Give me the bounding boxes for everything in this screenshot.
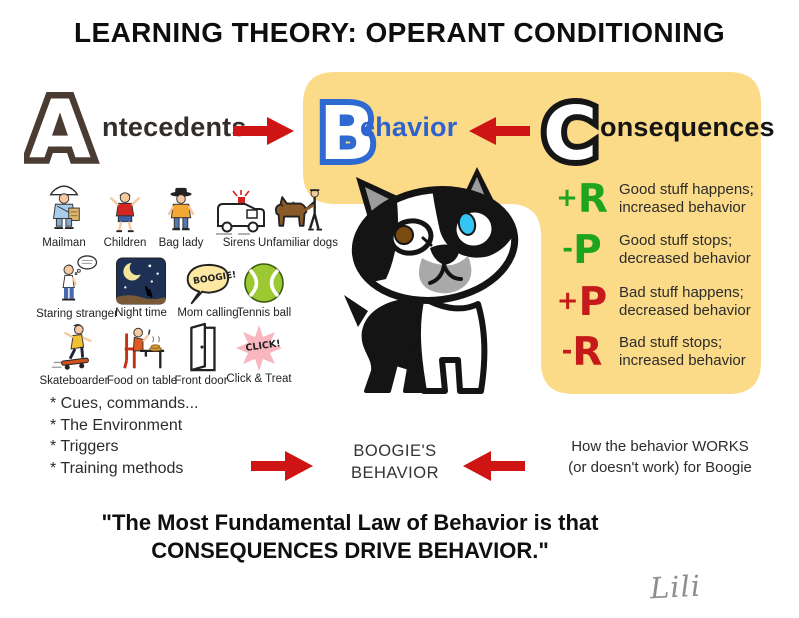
antecedent-item: Sirens [207, 190, 271, 249]
consequences-bubble-letter: C [538, 86, 603, 176]
minus-r-symbol: -R [561, 329, 603, 375]
arrow-left-icon [469, 117, 530, 145]
consequence-line: Bad stuff stops; [619, 334, 723, 351]
behavior-works-note: How the behavior WORKS (or doesn't work)… [568, 438, 752, 476]
behavior-heading: ehavior [360, 112, 458, 142]
sirens-icon [216, 190, 265, 235]
note-line: * Triggers [50, 438, 119, 455]
mom-calling-icon: BOOGIE! [186, 263, 237, 305]
svg-text:A: A [29, 83, 91, 174]
antecedent-item: Front door [168, 322, 234, 387]
consequence-line: increased behavior [619, 352, 746, 369]
consequence-row: -P Good stuff stops; decreased behavior [552, 227, 751, 273]
arrow-left-icon [463, 451, 525, 481]
consequence-line: Good stuff stops; [619, 232, 733, 249]
antecedent-item: BOOGIE! Mom calling [168, 262, 248, 319]
yellow-panel [303, 72, 761, 394]
mailman-icon [49, 185, 80, 230]
tennis-ball-icon [244, 263, 284, 303]
svg-text:C: C [543, 91, 597, 176]
consequence-line: increased behavior [619, 199, 746, 216]
behavior-bubble-letter: B [314, 86, 381, 176]
antecedent-notes: * Cues, commands... * The Environment * … [50, 393, 199, 479]
antecedent-item: Food on table [100, 322, 184, 387]
consequence-row: -R Bad stuff stops; increased behavior [552, 331, 746, 373]
night-time-icon [116, 257, 166, 305]
svg-text:B: B [319, 91, 375, 176]
antecedents-heading: ntecedents [102, 112, 247, 142]
skateboarder-icon [51, 324, 92, 370]
staring-stranger-icon [62, 255, 98, 301]
antecedent-item: Night time [106, 257, 176, 319]
plus-r-symbol: +R [556, 176, 608, 222]
antecedent-item: Skateboarder [28, 322, 120, 387]
fundamental-law-quote: "The Most Fundamental Law of Behavior is… [101, 510, 599, 563]
page-title: LEARNING THEORY: OPERANT CONDITIONING [73, 17, 726, 48]
consequence-line: decreased behavior [619, 302, 751, 319]
antecedent-item: Mailman [28, 182, 100, 249]
note-line: * Cues, commands... [50, 395, 199, 412]
arrow-right-icon [251, 451, 313, 481]
food-on-table-icon [123, 327, 165, 369]
antecedent-item: Tennis ball [228, 260, 300, 319]
children-icon [109, 192, 141, 233]
plus-p-symbol: +P [556, 279, 608, 325]
click-treat-icon: CLICK! [236, 325, 282, 371]
consequence-row: +R Good stuff happens; increased behavior [552, 178, 754, 220]
arrow-right-icon [233, 117, 294, 145]
antecedent-item: Bag lady [152, 186, 210, 249]
antecedents-bubble-letter: A [24, 80, 98, 174]
consequences-list: +R Good stuff happens; increased behavior… [552, 178, 767, 378]
antecedent-item: Staring stranger [30, 255, 124, 320]
consequence-line: Bad stuff happens; [619, 284, 744, 301]
artist-signature: Lili [649, 568, 702, 606]
antecedent-item: CLICK! Click & Treat [216, 324, 302, 385]
consequence-line: decreased behavior [619, 250, 751, 267]
minus-p-symbol: -P [562, 227, 602, 273]
consequence-row: +P Bad stuff happens; decreased behavior [552, 281, 751, 323]
consequences-heading: onsequences [600, 112, 775, 142]
boogie-dog-illustration [344, 167, 521, 394]
boogies-behavior-label: BOOGIE'S BEHAVIOR [350, 442, 440, 482]
svg-text:CLICK!: CLICK! [245, 338, 281, 354]
front-door-icon [190, 322, 216, 372]
note-line: * The Environment [50, 416, 183, 434]
note-line: * Training methods [50, 459, 184, 477]
consequence-line: Good stuff happens; [619, 181, 754, 198]
antecedent-item: Children [96, 188, 154, 249]
unfamiliar-dogs-icon [274, 189, 323, 231]
bag-lady-icon [167, 187, 195, 231]
antecedent-item: Unfamiliar dogs [252, 186, 344, 249]
